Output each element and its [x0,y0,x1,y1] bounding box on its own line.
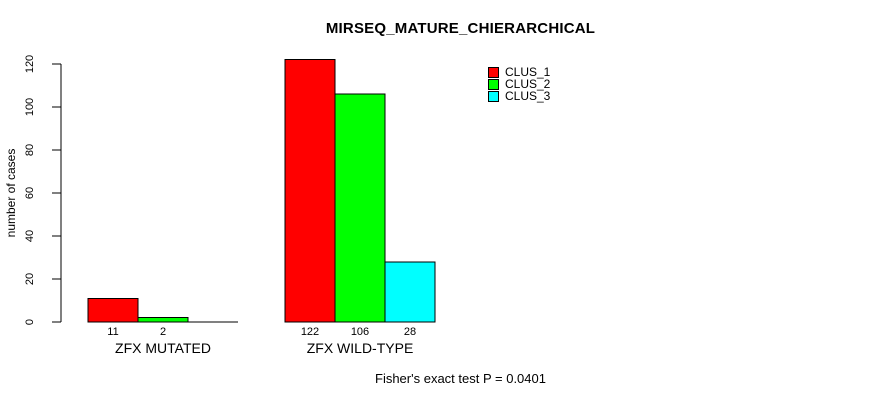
y-tick-label: 100 [24,97,36,117]
bar-value-label: 28 [403,326,417,338]
annotation-text: Fisher's exact test P = 0.0401 [375,371,546,386]
bar-clus_2-zfx-wild-type [334,93,386,323]
y-tick-label: 60 [24,186,36,200]
y-tick-label: 0 [24,318,36,326]
legend: CLUS_1 CLUS_2 CLUS_3 [488,66,550,102]
bar-value-label: 2 [159,326,167,338]
bar-value-label: 106 [350,326,370,338]
bar-value-label: 11 [107,326,119,338]
chart-title: MIRSEQ_MATURE_CHIERARCHICAL [325,20,596,37]
bar-clus_1-zfx-mutated [87,297,139,323]
x-category-label: ZFX WILD-TYPE [306,340,414,356]
y-tick-label: 20 [24,272,36,286]
legend-item: CLUS_3 [488,90,550,102]
legend-label: CLUS_1 [505,65,551,79]
bar-clus_3-zfx-wild-type [384,261,436,323]
x-category-label: ZFX MUTATED [115,340,211,356]
y-tick-label: 120 [24,54,36,74]
bar-value-label: 122 [300,326,320,338]
legend-label: CLUS_3 [505,89,551,103]
bar-clus_2-zfx-mutated [137,317,189,323]
bar-clus_1-zfx-wild-type [284,59,336,323]
legend-item: CLUS_2 [488,78,550,90]
legend-swatch [488,90,499,102]
legend-item: CLUS_1 [488,66,550,78]
legend-swatch [488,66,499,78]
legend-swatch [488,78,499,90]
y-tick-label: 40 [24,229,36,243]
y-tick-label: 80 [24,143,36,157]
legend-label: CLUS_2 [505,77,551,91]
